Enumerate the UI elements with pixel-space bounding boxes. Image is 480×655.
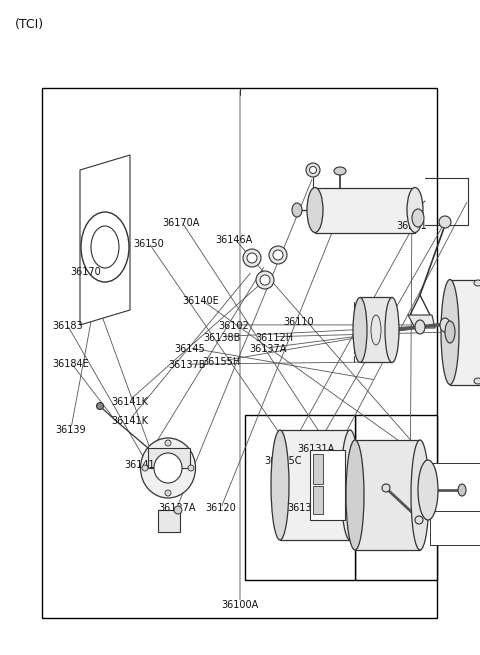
Ellipse shape — [441, 280, 459, 384]
Ellipse shape — [407, 187, 423, 233]
Ellipse shape — [415, 320, 425, 334]
Ellipse shape — [247, 253, 257, 263]
Ellipse shape — [306, 163, 320, 177]
Ellipse shape — [91, 226, 119, 268]
Text: 36140E: 36140E — [182, 295, 219, 306]
Ellipse shape — [96, 403, 104, 409]
Text: 36146A: 36146A — [216, 234, 253, 245]
Bar — [148, 448, 190, 468]
Text: 36120: 36120 — [205, 503, 236, 514]
Bar — [430, 490, 480, 545]
Ellipse shape — [458, 484, 466, 496]
Bar — [42, 88, 437, 618]
Text: 36110: 36110 — [284, 316, 314, 327]
Ellipse shape — [341, 430, 359, 540]
Ellipse shape — [346, 440, 364, 550]
Ellipse shape — [353, 297, 367, 362]
Ellipse shape — [271, 430, 289, 540]
Ellipse shape — [269, 246, 287, 264]
Text: 36170: 36170 — [70, 267, 101, 277]
Text: 36141K: 36141K — [111, 396, 148, 407]
Ellipse shape — [415, 516, 423, 524]
Ellipse shape — [474, 280, 480, 286]
Text: 36130B: 36130B — [288, 503, 325, 514]
Ellipse shape — [141, 438, 195, 498]
Ellipse shape — [165, 440, 171, 446]
Text: 36183: 36183 — [52, 321, 83, 331]
Text: 36141K: 36141K — [124, 460, 162, 470]
Bar — [450, 280, 480, 385]
Ellipse shape — [188, 465, 194, 471]
Text: 36137B: 36137B — [168, 360, 206, 371]
Ellipse shape — [411, 440, 429, 550]
Bar — [358, 463, 480, 511]
Ellipse shape — [412, 209, 424, 227]
Bar — [313, 486, 323, 514]
Text: 36145: 36145 — [174, 344, 205, 354]
Ellipse shape — [174, 506, 182, 514]
Bar — [315, 188, 415, 233]
Ellipse shape — [385, 297, 399, 362]
Text: 36211: 36211 — [396, 221, 427, 231]
Polygon shape — [408, 315, 435, 328]
Text: 36127A: 36127A — [158, 503, 195, 514]
Ellipse shape — [418, 460, 438, 520]
Polygon shape — [80, 155, 130, 325]
Bar — [245, 415, 355, 580]
Ellipse shape — [307, 187, 323, 233]
Text: 36141K: 36141K — [111, 416, 148, 426]
Bar — [355, 440, 420, 550]
Text: 36184E: 36184E — [53, 359, 89, 369]
Ellipse shape — [260, 275, 270, 285]
Text: 36155H: 36155H — [203, 357, 241, 367]
Ellipse shape — [81, 212, 129, 282]
Ellipse shape — [439, 216, 451, 228]
Bar — [158, 510, 180, 532]
Ellipse shape — [445, 321, 455, 343]
Ellipse shape — [440, 318, 450, 332]
Ellipse shape — [142, 465, 148, 471]
Text: 36135C: 36135C — [264, 456, 302, 466]
Text: 36131A: 36131A — [297, 444, 335, 455]
Text: 36137A: 36137A — [249, 344, 287, 354]
Bar — [360, 297, 392, 362]
Ellipse shape — [256, 271, 274, 289]
Text: 36170A: 36170A — [163, 217, 200, 228]
Text: 36100A: 36100A — [221, 599, 259, 610]
Ellipse shape — [292, 203, 302, 217]
Ellipse shape — [165, 490, 171, 496]
Ellipse shape — [154, 453, 182, 483]
Text: 36138B: 36138B — [203, 333, 240, 343]
Ellipse shape — [243, 249, 261, 267]
Text: 36102: 36102 — [218, 321, 249, 331]
Ellipse shape — [310, 166, 316, 174]
Text: 36150: 36150 — [133, 239, 164, 250]
Ellipse shape — [382, 484, 390, 492]
Ellipse shape — [273, 250, 283, 260]
Bar — [280, 430, 350, 540]
Text: (TCI): (TCI) — [15, 18, 44, 31]
Bar — [355, 415, 437, 580]
Bar — [310, 450, 345, 520]
Text: 36139: 36139 — [56, 424, 86, 435]
Bar — [313, 454, 323, 484]
Text: 36112H: 36112H — [255, 333, 294, 343]
Ellipse shape — [474, 378, 480, 384]
Ellipse shape — [334, 167, 346, 175]
